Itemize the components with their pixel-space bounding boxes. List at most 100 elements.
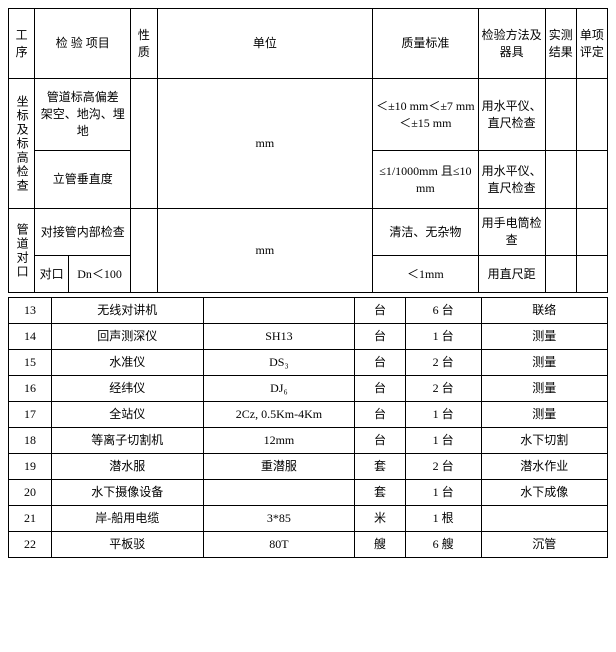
cell-seq: 15 — [9, 350, 52, 376]
cell-seq: 18 — [9, 428, 52, 454]
cell-standard: 清洁、无杂物 — [373, 209, 478, 256]
hdr-result: 实测结果 — [545, 9, 576, 79]
cell-method: 用手电筒检查 — [478, 209, 545, 256]
cell-spec: SH13 — [203, 324, 355, 350]
hdr-method: 检验方法及器具 — [478, 9, 545, 79]
cell-name: 潜水服 — [51, 454, 203, 480]
cell-unit: 台 — [355, 428, 406, 454]
cell-qty: 1 台 — [405, 324, 481, 350]
cell-standard: ＜1mm — [373, 256, 478, 293]
inspection-table: 工序 检 验 项目 性质 单位 质量标准 检验方法及器具 实测结果 单项评定 坐… — [8, 8, 608, 293]
table-row: 22平板驳80T艘6 艘沉管 — [9, 532, 608, 558]
cell-spec: 2Cz, 0.5Km-4Km — [203, 402, 355, 428]
cell-nature — [131, 209, 157, 293]
cell-purpose: 沉管 — [481, 532, 607, 558]
table-row: 16经纬仪DJ₆台2 台测量 — [9, 376, 608, 402]
cell-item-sub2: Dn＜100 — [68, 256, 130, 293]
cell-seq: 20 — [9, 480, 52, 506]
cell-purpose: 潜水作业 — [481, 454, 607, 480]
cell-qty: 6 艘 — [405, 532, 481, 558]
table-row: 管道对口 对接管内部检查 mm 清洁、无杂物 用手电筒检查 — [9, 209, 608, 256]
cell-standard: ≤1/1000mm 且≤10 mm — [373, 151, 478, 209]
cell-qty: 1 台 — [405, 402, 481, 428]
cell-seq: 17 — [9, 402, 52, 428]
table-row: 13无线对讲机台6 台联络 — [9, 298, 608, 324]
cell-spec — [203, 298, 355, 324]
cell-name: 水准仪 — [51, 350, 203, 376]
cell-spec — [203, 480, 355, 506]
cell-item: 对接管内部检查 — [35, 209, 131, 256]
cell-unit: 套 — [355, 480, 406, 506]
cell-name: 回声测深仪 — [51, 324, 203, 350]
cell-result — [545, 79, 576, 151]
cell-eval — [576, 209, 607, 256]
header-row: 工序 检 验 项目 性质 单位 质量标准 检验方法及器具 实测结果 单项评定 — [9, 9, 608, 79]
cell-purpose: 测量 — [481, 324, 607, 350]
cell-qty: 1 根 — [405, 506, 481, 532]
cell-unit: mm — [157, 209, 373, 293]
hdr-standard: 质量标准 — [373, 9, 478, 79]
cell-qty: 6 台 — [405, 298, 481, 324]
cell-name: 无线对讲机 — [51, 298, 203, 324]
cell-purpose: 水下成像 — [481, 480, 607, 506]
cell-unit: 米 — [355, 506, 406, 532]
cell-seq: 13 — [9, 298, 52, 324]
cell-name: 平板驳 — [51, 532, 203, 558]
group-label: 坐标及标高检查 — [9, 79, 35, 209]
cell-name: 岸-船用电缆 — [51, 506, 203, 532]
cell-result — [545, 151, 576, 209]
cell-purpose: 联络 — [481, 298, 607, 324]
cell-purpose — [481, 506, 607, 532]
cell-name: 水下摄像设备 — [51, 480, 203, 506]
group-label: 管道对口 — [9, 209, 35, 293]
cell-qty: 2 台 — [405, 376, 481, 402]
table-row: 15水准仪DS₃台2 台测量 — [9, 350, 608, 376]
cell-unit: 台 — [355, 350, 406, 376]
cell-item-sub1: 对口 — [35, 256, 69, 293]
cell-eval — [576, 256, 607, 293]
cell-unit: 台 — [355, 324, 406, 350]
cell-purpose: 测量 — [481, 376, 607, 402]
table-row: 18等离子切割机12mm台1 台水下切割 — [9, 428, 608, 454]
cell-qty: 2 台 — [405, 350, 481, 376]
cell-method: 用水平仪、直尺检查 — [478, 79, 545, 151]
cell-item: 管道标高偏差 架空、地沟、埋地 — [35, 79, 131, 151]
cell-unit: 台 — [355, 376, 406, 402]
cell-qty: 1 台 — [405, 428, 481, 454]
table-row: 14回声测深仪SH13台1 台测量 — [9, 324, 608, 350]
cell-item: 立管垂直度 — [35, 151, 131, 209]
equipment-table: 13无线对讲机台6 台联络14回声测深仪SH13台1 台测量15水准仪DS₃台2… — [8, 297, 608, 558]
cell-method: 用水平仪、直尺检查 — [478, 151, 545, 209]
cell-spec: 80T — [203, 532, 355, 558]
cell-qty: 2 台 — [405, 454, 481, 480]
cell-unit: 艘 — [355, 532, 406, 558]
cell-spec: DS₃ — [203, 350, 355, 376]
cell-unit: 套 — [355, 454, 406, 480]
cell-qty: 1 台 — [405, 480, 481, 506]
cell-seq: 16 — [9, 376, 52, 402]
table-row: 20水下摄像设备 套1 台水下成像 — [9, 480, 608, 506]
table-row: 17全站仪2Cz, 0.5Km-4Km台1 台测量 — [9, 402, 608, 428]
cell-unit: 台 — [355, 402, 406, 428]
cell-seq: 14 — [9, 324, 52, 350]
table-row: 21岸-船用电缆3*85米1 根 — [9, 506, 608, 532]
cell-eval — [576, 79, 607, 151]
table-row: 19潜水服重潜服套2 台潜水作业 — [9, 454, 608, 480]
cell-spec: 12mm — [203, 428, 355, 454]
cell-nature — [131, 79, 157, 209]
cell-seq: 21 — [9, 506, 52, 532]
cell-result — [545, 209, 576, 256]
hdr-seq: 工序 — [9, 9, 35, 79]
hdr-eval: 单项评定 — [576, 9, 607, 79]
cell-seq: 22 — [9, 532, 52, 558]
cell-unit: mm — [157, 79, 373, 209]
table-row: 坐标及标高检查 管道标高偏差 架空、地沟、埋地 mm ＜±10 mm＜±7 mm… — [9, 79, 608, 151]
cell-seq: 19 — [9, 454, 52, 480]
cell-eval — [576, 151, 607, 209]
cell-standard: ＜±10 mm＜±7 mm＜±15 mm — [373, 79, 478, 151]
cell-spec: DJ₆ — [203, 376, 355, 402]
cell-result — [545, 256, 576, 293]
cell-name: 全站仪 — [51, 402, 203, 428]
cell-name: 等离子切割机 — [51, 428, 203, 454]
cell-method: 用直尺距 — [478, 256, 545, 293]
